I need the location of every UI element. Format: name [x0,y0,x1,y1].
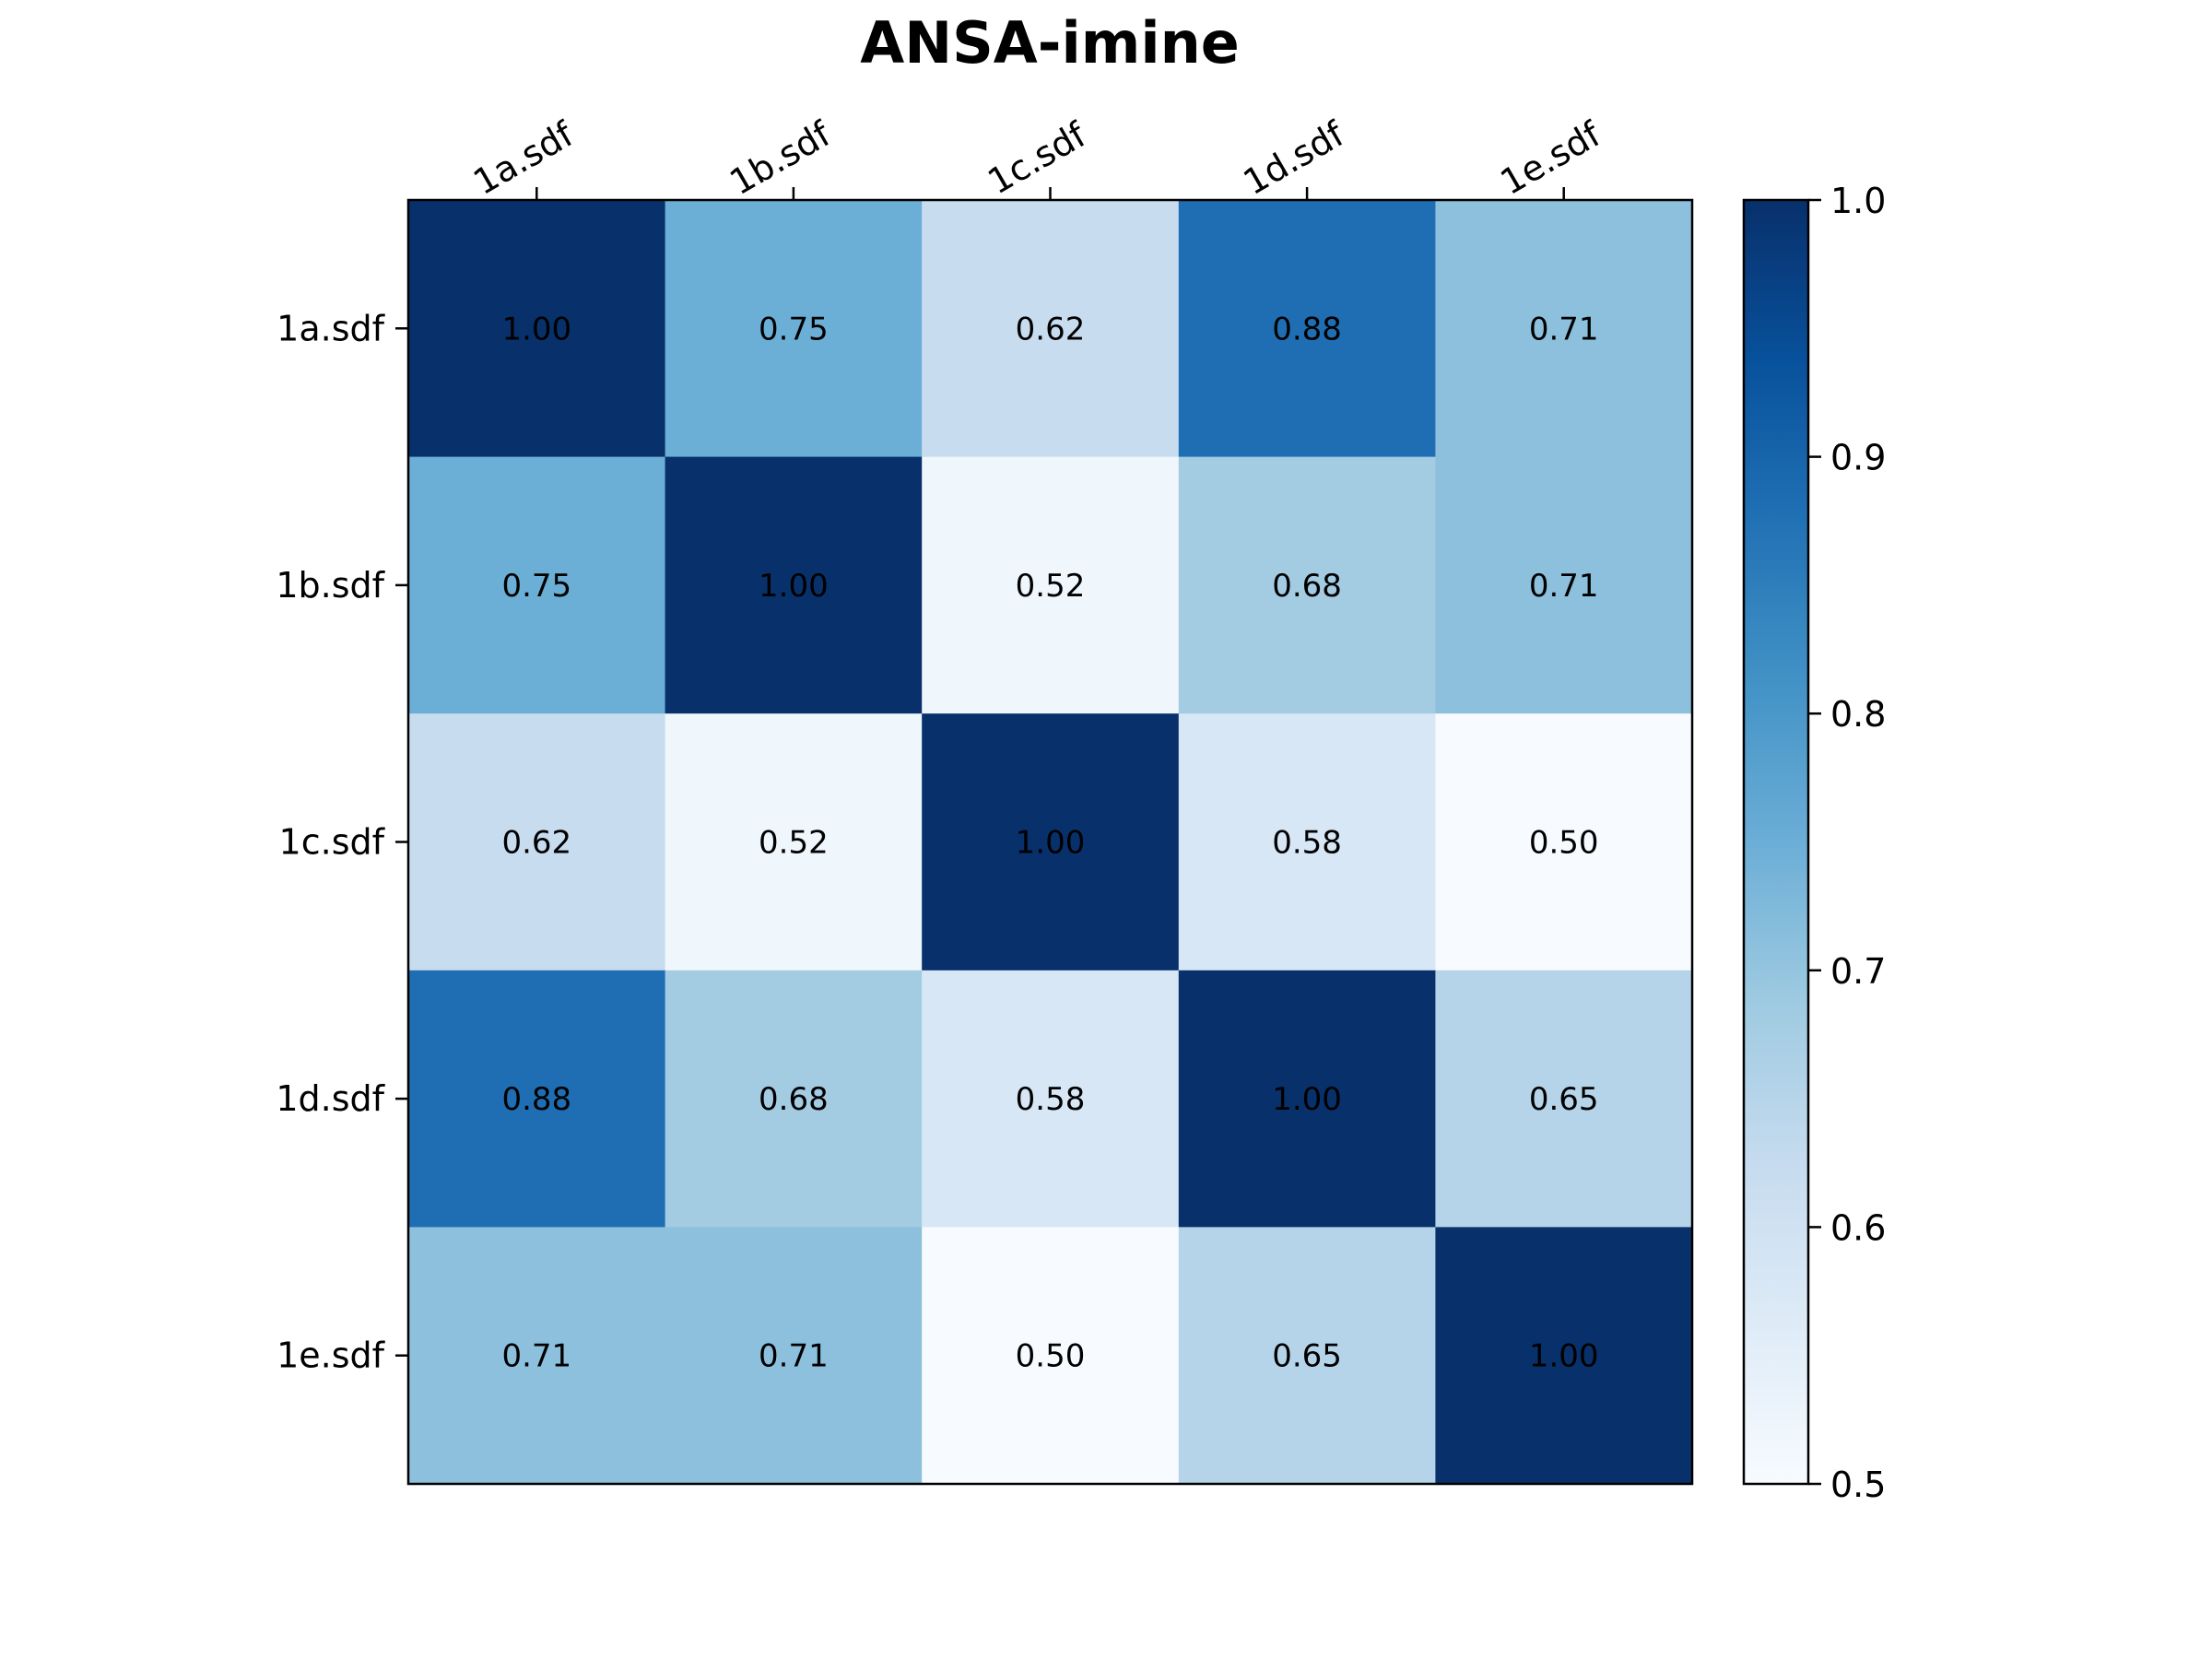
heatmap-cell [1435,970,1693,1228]
cell-value-label: 1.00 [759,568,829,605]
cell-value-label: 0.62 [501,825,571,862]
heatmap-cell-labels: 1.00 0.75 0.62 0.88 0.71 0.75 1.00 0.52 0.68 0.71… [501,311,1598,1374]
y-tick-label: 1a.sdf [276,308,385,348]
heatmap-cell [665,970,923,1228]
heatmap-cell [1435,1227,1693,1485]
cell-value-label: 0.50 [1529,825,1599,862]
heatmap-cell [1435,200,1693,458]
cell-value-label: 0.71 [759,1338,829,1375]
cell-value-label: 0.62 [1016,311,1086,347]
cell-value-label: 0.68 [759,1081,829,1118]
cell-value-label: 0.58 [1272,825,1342,862]
y-tick-label: 1c.sdf [279,822,386,863]
heatmap-cell [922,1227,1180,1485]
heatmap-cell [1435,713,1693,971]
cell-value-label: 0.88 [1272,311,1342,347]
heatmap-cell [922,713,1180,971]
cell-value-label: 1.00 [1272,1081,1342,1118]
cell-value-label: 0.71 [1529,568,1599,605]
heatmap-cell [922,970,1180,1228]
y-axis-ticks: 1a.sdf 1b.sdf 1c.sdf 1d.sdf 1e.sdf [276,308,408,1376]
cell-value-label: 1.00 [1016,825,1086,862]
heatmap-cell [922,456,1180,714]
colorbar-tick-label: 0.7 [1830,951,1886,992]
y-tick-label: 1d.sdf [276,1078,385,1119]
colorbar-tick-label: 0.9 [1830,438,1886,478]
heatmap-cell [408,456,666,714]
colorbar-tick-label: 0.5 [1830,1465,1886,1505]
heatmap-cell [665,200,923,458]
cell-value-label: 0.58 [1016,1081,1086,1118]
heatmap-cell [408,713,666,971]
cell-value-label: 0.65 [1529,1081,1599,1118]
heatmap-cell [922,200,1180,458]
cell-value-label: 0.52 [1016,568,1086,605]
colorbar-ticks: 0.5 0.6 0.7 0.8 0.9 1.0 [1808,181,1886,1505]
heatmap-cell [1178,456,1436,714]
cell-value-label: 0.88 [501,1081,571,1118]
cell-value-label: 0.68 [1272,568,1342,605]
cell-value-label: 1.00 [1529,1338,1599,1375]
cell-value-label: 1.00 [501,311,571,347]
heatmap-cell [1435,456,1693,714]
cell-value-label: 0.52 [759,825,829,862]
heatmap-cell [408,200,666,458]
heatmap-cell [665,1227,923,1485]
heatmap-cells [408,200,1693,1485]
cell-value-label: 0.75 [759,311,829,347]
heatmap-cell [408,1227,666,1485]
heatmap-cell [1178,713,1436,971]
heatmap-cell [1178,1227,1436,1485]
colorbar-tick-label: 1.0 [1830,181,1886,221]
colorbar-tick-label: 0.8 [1830,694,1886,735]
colorbar [1742,198,1810,1486]
heatmap-cell [1178,200,1436,458]
y-tick-label: 1e.sdf [276,1335,386,1376]
cell-value-label: 0.71 [1529,311,1599,347]
chart-title: ANSA-imine [860,9,1240,76]
colorbar-tick-label: 0.6 [1830,1207,1886,1248]
cell-value-label: 0.50 [1016,1338,1086,1375]
cell-value-label: 0.71 [501,1338,571,1375]
y-tick-label: 1b.sdf [276,565,385,606]
cell-value-label: 0.65 [1272,1338,1342,1375]
heatmap-cell [665,713,923,971]
heatmap-cell [665,456,923,714]
heatmap-cell [408,970,666,1228]
cell-value-label: 0.75 [501,568,571,605]
heatmap-cell [1178,970,1436,1228]
